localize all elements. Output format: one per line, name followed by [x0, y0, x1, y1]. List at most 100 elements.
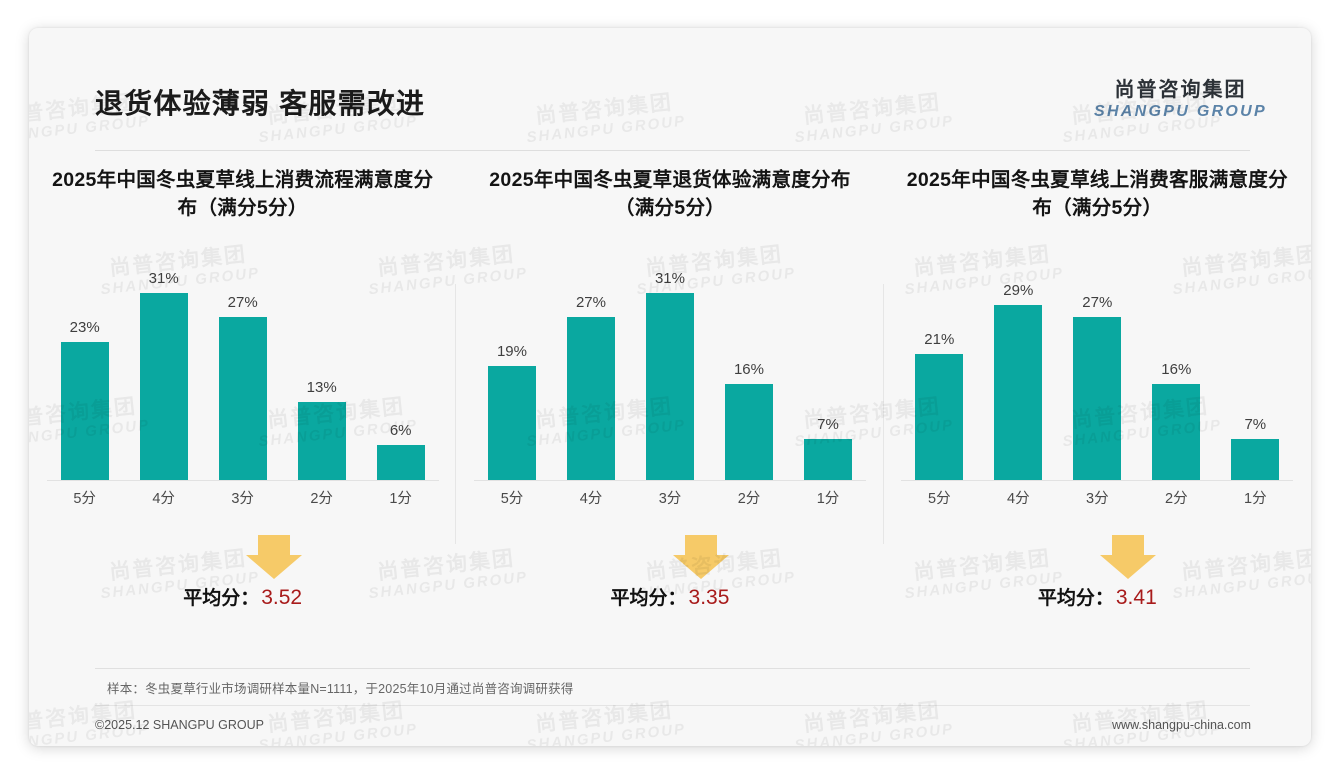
bar-value-label: 27% — [575, 293, 606, 311]
slide-footer: ©2025.12 SHANGPU GROUP www.shangpu-china… — [95, 718, 1251, 732]
brand-logo: 尚普咨询集团 SHANGPU GROUP — [1094, 80, 1267, 120]
brand-logo-en: SHANGPU GROUP — [1093, 103, 1267, 120]
bar[interactable] — [803, 438, 852, 481]
footnote-divider — [95, 668, 1250, 669]
down-arrow-icon — [672, 534, 729, 579]
bar-value-label: 27% — [227, 293, 258, 311]
x-axis-line — [901, 479, 1294, 481]
bar-slot: 23% — [57, 263, 113, 481]
bar-slot: 31% — [642, 263, 698, 481]
bar-value-label: 16% — [733, 360, 764, 378]
slide: 退货体验薄弱 客服需改进 尚普咨询集团 SHANGPU GROUP 2025年中… — [29, 28, 1311, 746]
panel-divider — [882, 284, 884, 544]
bar-value-label: 7% — [817, 415, 839, 433]
category-label: 3分 — [231, 491, 254, 508]
x-axis-line — [473, 479, 866, 481]
page-title: 退货体验薄弱 客服需改进 — [95, 88, 426, 119]
category-label: 2分 — [737, 491, 761, 508]
down-arrow-icon — [1100, 534, 1157, 579]
bar-slot: 7% — [800, 263, 856, 481]
average-text: 平均分：3.52 — [78, 587, 408, 608]
bar[interactable] — [487, 365, 536, 481]
bars-container: 21% 29% 27% 16% 7% — [897, 263, 1297, 481]
bar[interactable] — [1073, 316, 1122, 481]
bar[interactable] — [1231, 438, 1280, 481]
category-label: 2分 — [1165, 491, 1188, 508]
bar-value-label: 6% — [389, 421, 412, 439]
bar-slot: 16% — [721, 263, 777, 481]
bar-slot: 6% — [373, 263, 429, 481]
header-divider — [95, 150, 1250, 151]
bar[interactable] — [297, 401, 346, 481]
sample-footnote: 样本：冬虫夏草行业市场调研样本量N=1111，于2025年10月通过尚普咨询调研… — [107, 682, 574, 696]
bar-slot: 27% — [563, 263, 619, 481]
bar-value-label: 31% — [148, 269, 179, 287]
bar-value-label: 19% — [496, 342, 527, 360]
category-label: 1分 — [816, 491, 840, 508]
bar[interactable] — [724, 383, 773, 481]
bar-slot: 29% — [990, 263, 1046, 481]
bar-slot: 31% — [136, 263, 192, 481]
bar-chart-plot: 19% 27% 31% 16% 7% 5分 4分 3分 2分 1分 — [470, 245, 870, 506]
category-label: 5分 — [500, 491, 524, 508]
panel-divider — [455, 284, 457, 544]
category-label: 1分 — [389, 491, 412, 508]
bar-value-label: 27% — [1082, 293, 1113, 311]
bar-value-label: 7% — [1244, 415, 1267, 433]
bar-slot: 7% — [1227, 263, 1283, 481]
category-axis: 5分 4分 3分 2分 1分 — [43, 492, 443, 507]
average-label: 平均分： — [1037, 587, 1114, 609]
bar[interactable] — [1152, 383, 1201, 481]
average-callout: 平均分：3.35 — [505, 534, 835, 621]
bar-value-label: 23% — [69, 318, 100, 336]
bar-value-label: 13% — [306, 378, 337, 396]
bar-slot: 27% — [1069, 263, 1125, 481]
chart-title: 2025年中国冬虫夏草退货体验满意度分布（满分5分） — [489, 169, 851, 220]
footer-divider — [95, 705, 1250, 706]
bar[interactable] — [218, 316, 267, 481]
category-axis: 5分 4分 3分 2分 1分 — [470, 492, 870, 507]
bar-slot: 27% — [215, 263, 271, 481]
chart-title: 2025年中国冬虫夏草线上消费流程满意度分布（满分5分） — [52, 169, 434, 220]
bar-slot: 19% — [484, 263, 540, 481]
category-axis: 5分 4分 3分 2分 1分 — [897, 492, 1297, 507]
average-value: 3.41 — [1115, 585, 1157, 609]
category-label: 3分 — [1086, 491, 1109, 508]
category-label: 5分 — [73, 491, 96, 508]
bar-chart-plot: 21% 29% 27% 16% 7% 5分 4分 3分 2分 1分 — [897, 245, 1297, 506]
x-axis-line — [46, 479, 439, 481]
bar[interactable] — [376, 444, 425, 481]
average-text: 平均分：3.41 — [932, 587, 1262, 608]
category-label: 2分 — [310, 491, 333, 508]
bar[interactable] — [566, 316, 615, 481]
chart-panel-1: 2025年中国冬虫夏草线上消费流程满意度分布（满分5分） 23% 31% 27% 13%… — [29, 166, 457, 676]
bar[interactable] — [994, 304, 1043, 481]
bar-slot: 16% — [1148, 263, 1204, 481]
down-arrow-icon — [245, 534, 302, 579]
average-callout: 平均分：3.41 — [932, 534, 1262, 621]
bar-slot: 21% — [911, 263, 967, 481]
bar[interactable] — [139, 292, 188, 481]
bar[interactable] — [915, 353, 964, 481]
average-text: 平均分：3.35 — [505, 587, 835, 608]
bar-value-label: 16% — [1161, 360, 1192, 378]
chart-panel-3: 2025年中国冬虫夏草线上消费客服满意度分布（满分5分） 21% 29% 27% 16%… — [884, 166, 1311, 676]
charts-row: 2025年中国冬虫夏草线上消费流程满意度分布（满分5分） 23% 31% 27% 13%… — [29, 166, 1311, 676]
chart-panel-2: 2025年中国冬虫夏草退货体验满意度分布（满分5分） 19% 27% 31% 16% 7%… — [456, 166, 884, 676]
bar-value-label: 21% — [924, 330, 955, 348]
category-label: 4分 — [579, 491, 603, 508]
slide-header: 退货体验薄弱 客服需改进 尚普咨询集团 SHANGPU GROUP — [29, 28, 1311, 151]
brand-logo-cn: 尚普咨询集团 — [1114, 79, 1247, 101]
average-value: 3.52 — [261, 585, 303, 609]
category-label: 1分 — [1244, 491, 1267, 508]
bars-container: 19% 27% 31% 16% 7% — [470, 263, 870, 481]
average-callout: 平均分：3.52 — [78, 534, 408, 621]
chart-title: 2025年中国冬虫夏草线上消费客服满意度分布（满分5分） — [906, 169, 1288, 220]
category-label: 5分 — [928, 491, 951, 508]
bar[interactable] — [645, 292, 694, 481]
bar-chart-plot: 23% 31% 27% 13% 6% 5分 4分 3分 2分 1分 — [43, 245, 443, 506]
category-label: 4分 — [1007, 491, 1030, 508]
category-label: 4分 — [152, 491, 175, 508]
bar[interactable] — [60, 341, 109, 481]
